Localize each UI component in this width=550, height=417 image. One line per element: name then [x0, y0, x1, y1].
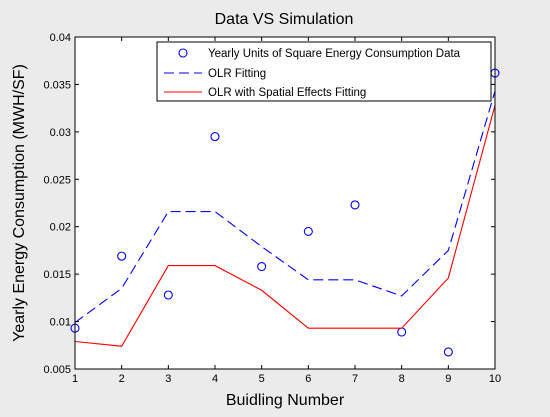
x-tick-label: 4: [212, 373, 218, 385]
y-tick-label: 0.025: [43, 174, 71, 186]
tick-layer: 1 2 3 4 5 6 7 8 9 10 0.005 0.01 0.015 0.02 0.025 0.03 0.…: [43, 32, 501, 385]
y-axis-label: Yearly Energy Consumption (MWH/SF): [11, 64, 28, 342]
spatial-fitting-line: [74, 105, 496, 347]
y-tick-label: 0.015: [43, 269, 71, 281]
data-point-marker: [257, 262, 267, 272]
plot-frame: [74, 36, 496, 370]
y-tick-label: 0.035: [43, 79, 71, 91]
x-tick-label: 6: [305, 373, 311, 385]
data-point-marker: [303, 226, 313, 237]
y-tick-label: 0.005: [43, 364, 71, 376]
x-tick-label: 5: [259, 373, 265, 385]
y-tick-label: 0.04: [50, 32, 71, 44]
series-layer: [70, 68, 500, 357]
legend-label: OLR with Spatial Effects Fitting: [208, 87, 366, 99]
x-tick-label: 3: [165, 373, 171, 385]
legend: Yearly Units of Square Energy Consumptio…: [156, 41, 492, 102]
x-axis-label: Buidling Number: [226, 392, 345, 409]
data-point-marker: [350, 200, 360, 210]
legend-marker-data: [178, 48, 188, 58]
data-point-marker: [163, 290, 173, 300]
data-point-marker: [443, 347, 453, 357]
chart-title: Data VS Simulation: [215, 11, 354, 28]
y-tick-label: 0.02: [50, 222, 71, 234]
olr-fitting-line: [74, 90, 496, 323]
legend-box: [156, 41, 492, 102]
legend-label: Yearly Units of Square Energy Consumptio…: [208, 48, 461, 60]
y-tick-label: 0.01: [50, 317, 71, 329]
x-tick-label: 1: [72, 373, 78, 385]
x-tick-label: 9: [445, 373, 451, 385]
data-point-marker: [210, 132, 220, 142]
x-tick-label: 2: [119, 373, 125, 385]
x-tick-label: 7: [352, 373, 358, 385]
legend-label: OLR Fitting: [208, 68, 266, 80]
y-tick-label: 0.03: [50, 127, 71, 139]
data-point-marker: [117, 251, 127, 261]
legend-items: Yearly Units of Square Energy Consumptio…: [164, 48, 461, 99]
x-tick-label: 10: [489, 373, 501, 385]
x-tick-label: 8: [399, 373, 405, 385]
